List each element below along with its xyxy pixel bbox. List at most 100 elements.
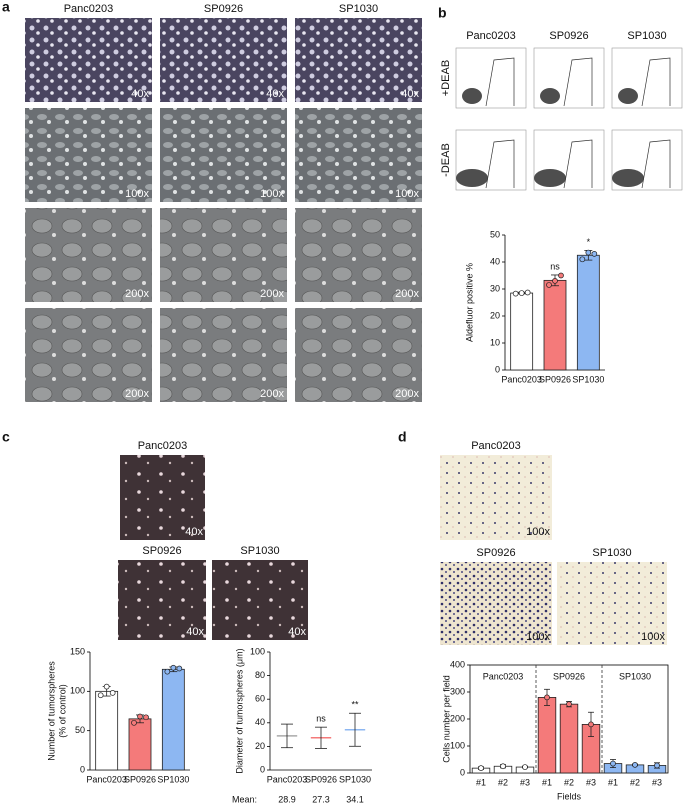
image-label: SP0926 xyxy=(142,545,181,557)
data-point xyxy=(131,719,137,726)
micrograph xyxy=(295,208,422,302)
error-bar xyxy=(349,712,361,747)
flow-population xyxy=(534,169,566,187)
group-label: SP0926 xyxy=(553,671,585,681)
x-tick-label: SP1030 xyxy=(572,374,604,384)
flow-gate xyxy=(485,139,515,189)
y-tick-label: 50 xyxy=(75,725,85,735)
x-tick-label: SP0926 xyxy=(539,374,571,384)
magnification-label: 40x xyxy=(266,88,284,100)
y-tick-label: 30 xyxy=(490,283,500,293)
significance-label: ns xyxy=(316,714,326,724)
data-point xyxy=(109,690,116,696)
y-tick-label: 100 xyxy=(70,686,85,696)
flow-population xyxy=(456,169,488,187)
y-tick-label: 0 xyxy=(260,764,265,774)
y-tick-label: 80 xyxy=(255,670,265,680)
y-axis-label: Cells number per field xyxy=(441,675,451,763)
flow-gate xyxy=(563,57,593,107)
group-label: Panc0203 xyxy=(483,671,524,681)
bar xyxy=(576,254,600,371)
data-point xyxy=(579,256,586,263)
y-axis-label: (% of control) xyxy=(57,684,67,738)
y-tick-label: 0 xyxy=(80,764,85,774)
data-point xyxy=(591,251,598,257)
data-point xyxy=(522,764,528,770)
panel-letter: a xyxy=(2,0,10,15)
data-point xyxy=(176,665,183,672)
x-tick-label: Panc0203 xyxy=(267,774,308,784)
x-tick-label: #1 xyxy=(608,777,618,787)
y-tick-label: 40 xyxy=(255,717,265,727)
flow-population xyxy=(462,88,482,104)
magnification-label: 200x xyxy=(395,288,419,300)
micrograph xyxy=(295,18,422,102)
flow-gate xyxy=(485,57,515,107)
data-point xyxy=(97,692,104,699)
x-tick-label: SP0926 xyxy=(305,774,337,784)
y-tick-label: 40 xyxy=(490,256,500,266)
flow-population xyxy=(540,88,560,104)
significance-label: ** xyxy=(351,700,359,710)
data-point xyxy=(518,290,525,296)
y-tick-label: 10 xyxy=(490,337,500,347)
micrograph xyxy=(440,455,552,540)
micrograph xyxy=(160,308,287,402)
magnification-label: 100x xyxy=(526,631,550,643)
bar xyxy=(95,690,119,771)
mean-label: Mean: xyxy=(232,794,257,804)
x-tick-label: SP0926 xyxy=(124,774,156,784)
data-point xyxy=(103,683,110,690)
y-tick-label: 400 xyxy=(450,659,465,669)
y-tick-label: 60 xyxy=(255,694,265,704)
y-tick-label: 100 xyxy=(250,646,265,656)
micrograph xyxy=(295,308,422,402)
bar xyxy=(128,718,152,771)
x-tick-label: SP1030 xyxy=(339,774,371,784)
magnification-label: 40x xyxy=(401,88,419,100)
x-tick-label: SP1030 xyxy=(157,774,189,784)
x-axis-label: Fields xyxy=(557,791,582,801)
micrograph xyxy=(25,108,152,202)
magnification-label: 100x xyxy=(260,188,284,200)
data-point xyxy=(143,714,149,721)
y-axis-label: Aldefluor positive % xyxy=(464,263,474,342)
column-label: SP0926 xyxy=(204,3,243,15)
flow-gate xyxy=(641,57,671,107)
data-point xyxy=(546,282,552,288)
image-label: SP0926 xyxy=(476,547,515,559)
image-label: Panc0203 xyxy=(138,440,188,452)
bar xyxy=(537,697,557,774)
x-tick-label: Panc0203 xyxy=(86,774,127,784)
bar xyxy=(510,292,534,371)
x-tick-label: #1 xyxy=(542,777,552,787)
data-point xyxy=(524,289,531,296)
micrograph xyxy=(160,18,287,102)
column-label: SP0926 xyxy=(549,30,588,42)
data-point xyxy=(566,701,572,708)
micrograph xyxy=(25,18,152,102)
bar xyxy=(559,703,579,774)
flow-population xyxy=(618,88,638,104)
flow-gate xyxy=(563,139,593,189)
micrograph xyxy=(160,208,287,302)
significance-label: ns xyxy=(550,261,560,271)
column-label: Panc0203 xyxy=(466,30,516,42)
magnification-label: 200x xyxy=(125,288,149,300)
y-tick-label: 0 xyxy=(460,767,465,777)
flow-population xyxy=(612,169,644,187)
y-axis-label: Number of tumorspheres xyxy=(46,661,56,761)
mean-value: 28.9 xyxy=(278,794,296,804)
error-bar xyxy=(315,726,327,749)
mean-value: 34.1 xyxy=(346,794,364,804)
magnification-label: 100x xyxy=(526,526,550,538)
flow-gate xyxy=(641,139,671,189)
magnification-label: 40x xyxy=(131,88,149,100)
x-tick-label: #1 xyxy=(476,777,486,787)
x-tick-label: #3 xyxy=(586,777,596,787)
image-label: Panc0203 xyxy=(471,440,521,452)
panel-letter: b xyxy=(438,5,447,21)
x-tick-label: #2 xyxy=(630,777,640,787)
y-tick-label: 20 xyxy=(255,741,265,751)
